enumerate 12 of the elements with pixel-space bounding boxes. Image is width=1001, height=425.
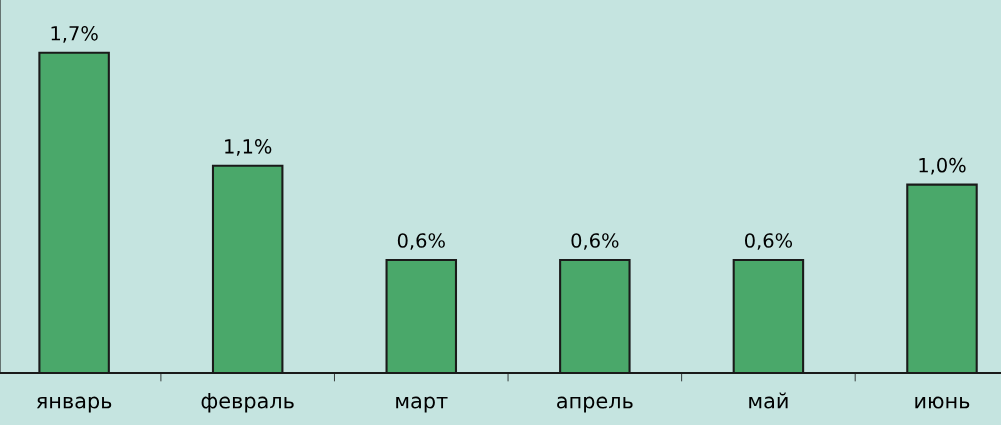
x-tick-label: май [749,392,788,409]
x-tick-label: март [396,396,448,413]
data-label: 1,7% [51,25,98,43]
data-label: 0,6% [397,233,445,250]
x-tick-label: июнь [915,396,970,409]
data-label: 1,0% [919,157,966,175]
x-tick-label: февраль [201,393,294,413]
data-label: 0,6% [744,233,793,250]
data-label: 1,1% [225,138,272,156]
data-label: 0,6% [571,233,619,250]
x-tick-label: январь [36,396,112,413]
x-tick-label: апрель [557,396,633,413]
